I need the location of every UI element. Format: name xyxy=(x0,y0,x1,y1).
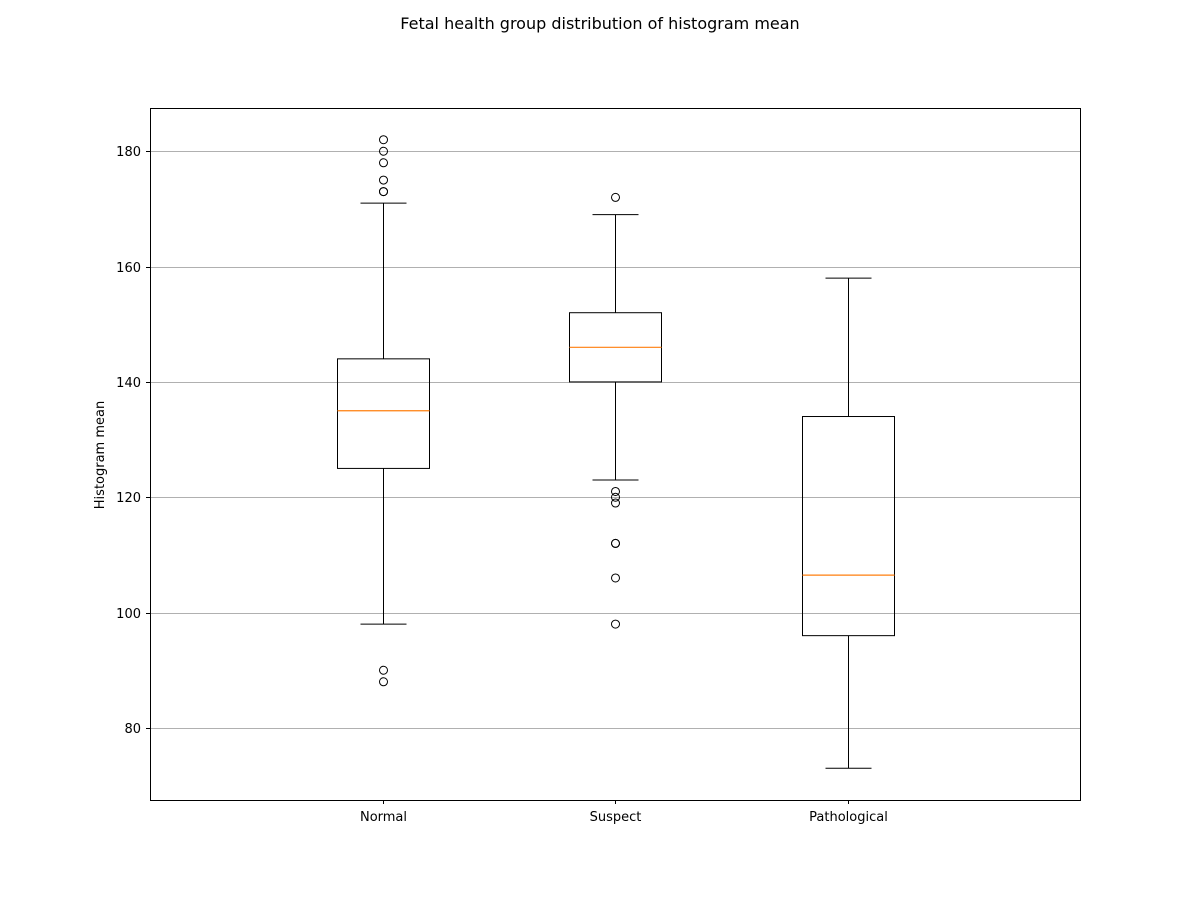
outlier-point xyxy=(379,665,388,675)
outlier-point xyxy=(379,135,388,145)
y-tick-label-100: 100 xyxy=(116,607,141,622)
x-tick-label-suspect: Suspect xyxy=(590,810,642,825)
iqr-box xyxy=(802,416,895,637)
y-axis-label: Histogram mean xyxy=(93,401,108,509)
x-tick-label-pathological: Pathological xyxy=(809,810,888,825)
outlier-point xyxy=(611,619,620,629)
y-tick-label-140: 140 xyxy=(116,376,141,391)
outlier-point xyxy=(611,192,620,202)
y-tick-label-120: 120 xyxy=(116,491,141,506)
outlier-point xyxy=(611,492,620,502)
outlier-point xyxy=(379,158,388,168)
box-group-suspect xyxy=(569,192,662,629)
x-tick-label-normal: Normal xyxy=(360,810,407,825)
outlier-point xyxy=(379,146,388,156)
outlier-point xyxy=(379,187,388,197)
iqr-box xyxy=(337,358,430,469)
outlier-point xyxy=(611,573,620,583)
y-tick-label-180: 180 xyxy=(116,145,141,160)
outlier-point xyxy=(379,677,388,687)
y-tick-label-80: 80 xyxy=(124,722,141,737)
outlier-point xyxy=(611,538,620,548)
chart-title: Fetal health group distribution of histo… xyxy=(400,14,800,33)
outlier-point xyxy=(379,175,388,185)
box-group-pathological xyxy=(802,277,895,769)
y-axis: 80 100 120 140 160 180 xyxy=(116,145,150,737)
x-axis: Normal Suspect Pathological xyxy=(360,800,888,825)
box-group-normal xyxy=(337,135,430,687)
outlier-point xyxy=(611,498,620,508)
y-tick-label-160: 160 xyxy=(116,261,141,276)
box-layer xyxy=(337,135,895,769)
outlier-point xyxy=(611,486,620,496)
